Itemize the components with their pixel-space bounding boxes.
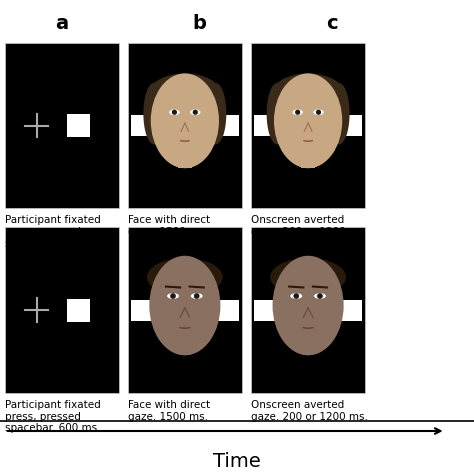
Text: Participant fixated
press, pressed
spacebar. 600 ms.: Participant fixated press, pressed space… (5, 216, 100, 249)
Ellipse shape (270, 258, 346, 296)
Bar (67, 114, 90, 137)
Ellipse shape (295, 109, 301, 115)
Bar (131, 300, 152, 321)
Ellipse shape (292, 109, 303, 115)
Ellipse shape (316, 109, 321, 115)
Bar (128, 43, 242, 209)
Ellipse shape (266, 83, 288, 145)
Ellipse shape (153, 78, 217, 168)
Bar (218, 300, 239, 321)
Bar (67, 299, 90, 321)
Bar (131, 115, 152, 136)
Ellipse shape (191, 293, 203, 299)
Bar (5, 228, 118, 393)
Ellipse shape (147, 258, 223, 296)
Ellipse shape (194, 293, 200, 299)
Ellipse shape (314, 293, 326, 299)
Bar (251, 43, 365, 209)
Ellipse shape (205, 83, 227, 145)
Bar (254, 300, 275, 321)
Text: Face with direct
gaze. 1500 ms.: Face with direct gaze. 1500 ms. (128, 216, 210, 237)
Ellipse shape (143, 83, 165, 145)
Bar (301, 161, 315, 168)
Text: c: c (326, 14, 337, 33)
Bar (251, 228, 365, 393)
Bar (254, 115, 275, 136)
Text: Face with direct
gaze. 1500 ms.: Face with direct gaze. 1500 ms. (128, 400, 210, 422)
Bar (178, 161, 192, 168)
Ellipse shape (169, 109, 180, 115)
Bar (218, 115, 239, 136)
Text: Participant fixated
press, pressed
spacebar. 600 ms.: Participant fixated press, pressed space… (5, 400, 100, 433)
Ellipse shape (271, 73, 345, 116)
Bar (341, 115, 362, 136)
Ellipse shape (328, 83, 350, 145)
Bar (128, 228, 242, 393)
Ellipse shape (152, 261, 218, 355)
Ellipse shape (293, 293, 299, 299)
Ellipse shape (274, 73, 342, 168)
Ellipse shape (149, 256, 220, 355)
Ellipse shape (276, 78, 340, 168)
Ellipse shape (172, 109, 177, 115)
Text: Onscreen averted
gaze. 200 or 1200
ms.: Onscreen averted gaze. 200 or 1200 ms. (251, 216, 346, 249)
Ellipse shape (275, 261, 341, 355)
Ellipse shape (317, 293, 323, 299)
Ellipse shape (167, 293, 179, 299)
Text: b: b (192, 14, 206, 33)
Ellipse shape (273, 256, 344, 355)
Bar (341, 300, 362, 321)
Ellipse shape (151, 73, 219, 168)
Ellipse shape (170, 293, 176, 299)
Text: Onscreen averted
gaze. 200 or 1200 ms.: Onscreen averted gaze. 200 or 1200 ms. (251, 400, 368, 422)
Ellipse shape (190, 109, 201, 115)
Bar (5, 43, 118, 209)
Text: a: a (55, 14, 68, 33)
Ellipse shape (313, 109, 324, 115)
Text: Time: Time (213, 452, 261, 471)
Ellipse shape (290, 293, 302, 299)
Ellipse shape (148, 73, 222, 116)
Ellipse shape (192, 109, 198, 115)
